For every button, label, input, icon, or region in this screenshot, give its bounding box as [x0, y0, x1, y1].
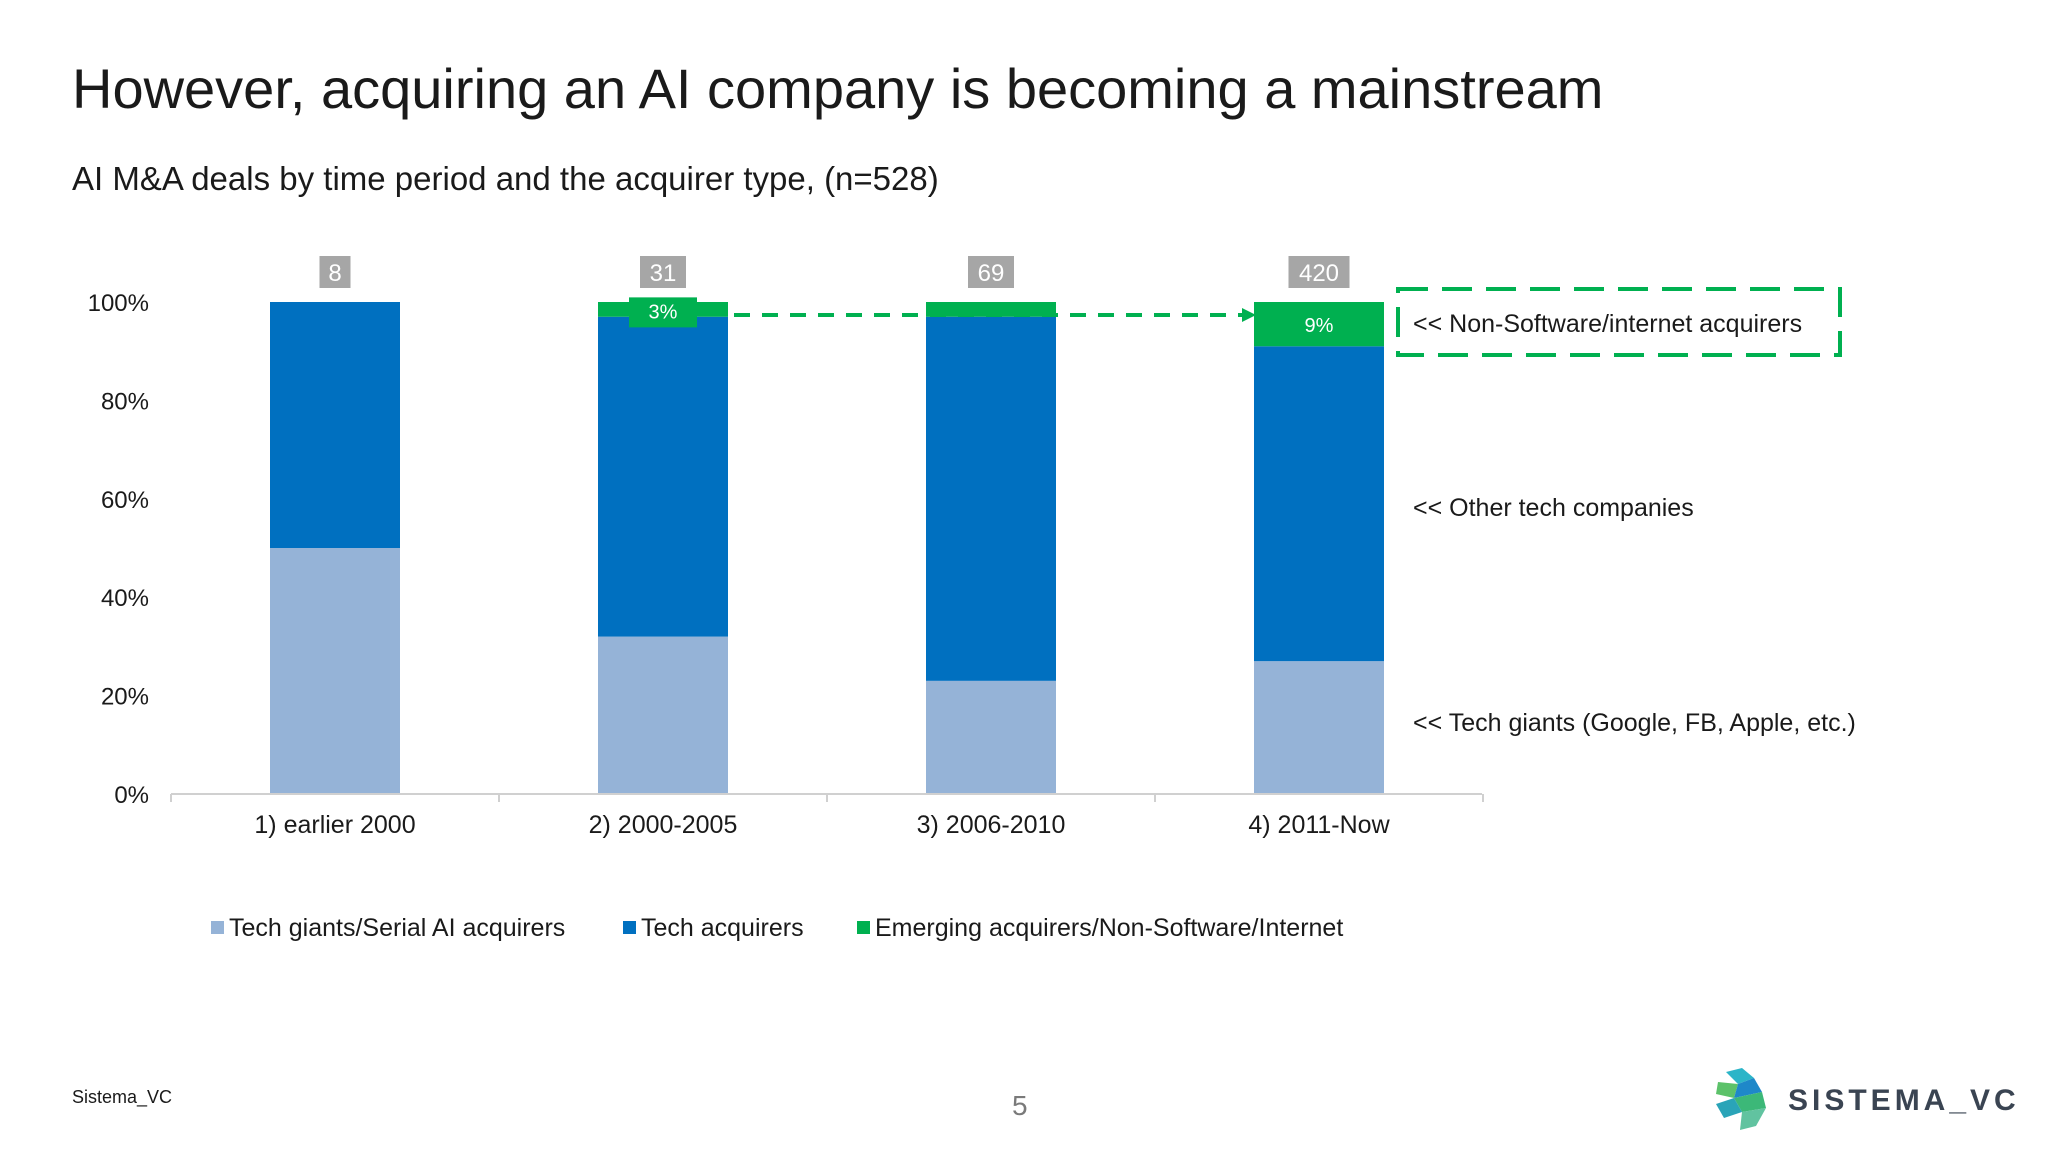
total-label: 31 — [650, 260, 677, 287]
y-tick-label: 20% — [101, 684, 149, 711]
highlight-box — [1396, 287, 1842, 357]
total-label-box — [319, 256, 351, 288]
total-label-box — [968, 256, 1014, 288]
legend-label: Emerging acquirers/Non-Software/Internet — [875, 914, 1343, 942]
annotation-tech-giants: << Tech giants (Google, FB, Apple, etc.) — [1413, 709, 1856, 737]
total-label: 420 — [1299, 260, 1339, 287]
bar-segment — [598, 316, 728, 637]
total-label-box — [640, 256, 686, 288]
logo-mark-icon — [1716, 1068, 1766, 1130]
bar-segment — [1254, 302, 1384, 347]
bar-segment — [598, 636, 728, 794]
slide-title: However, acquiring an AI company is beco… — [72, 57, 1604, 120]
page-number: 5 — [1012, 1090, 1028, 1121]
bar-segment — [1254, 661, 1384, 794]
x-tick-label: 3) 2006-2010 — [917, 811, 1066, 839]
source-label: Sistema_VC — [72, 1087, 173, 1107]
data-label-box — [629, 297, 697, 328]
total-label: 8 — [328, 260, 341, 287]
annotations: << Non-Software/internet acquirers << Oth… — [734, 287, 1856, 737]
bar-segment — [1254, 346, 1384, 662]
total-label: 69 — [978, 260, 1005, 287]
bars: 3% 9% — [270, 297, 1384, 794]
y-axis: 0% 20% 40% 60% 80% 100% — [88, 290, 149, 809]
x-axis: 1) earlier 2000 2) 2000-2005 3) 2006-2010 4… — [170, 793, 1484, 839]
x-tick-label: 2) 2000-2005 — [589, 811, 738, 839]
bar-segment — [270, 302, 400, 548]
y-tick-label: 80% — [101, 388, 149, 415]
data-label: 3% — [649, 301, 678, 323]
legend-swatch — [857, 921, 870, 934]
legend-swatch — [623, 921, 636, 934]
legend-swatch — [211, 921, 224, 934]
bar-segment — [270, 548, 400, 794]
y-tick-label: 40% — [101, 585, 149, 612]
total-label-box — [1288, 256, 1350, 288]
legend-label: Tech acquirers — [641, 914, 804, 942]
x-tick-label: 1) earlier 2000 — [254, 811, 415, 839]
x-tick-label: 4) 2011-Now — [1248, 811, 1390, 839]
annotation-other-tech: << Other tech companies — [1413, 494, 1694, 522]
logo-text: SISTEMA_VC — [1788, 1084, 2020, 1117]
sistema-vc-logo: SISTEMA_VC — [1712, 1068, 2016, 1132]
y-tick-label: 60% — [101, 487, 149, 514]
trend-arrow-head — [1242, 308, 1256, 322]
legend: Tech giants/Serial AI acquirers Tech acqu… — [211, 914, 1343, 942]
chart-subtitle: AI M&A deals by time period and the acqu… — [72, 160, 939, 197]
annotation-non-software: << Non-Software/internet acquirers — [1413, 310, 1802, 338]
bar-segment — [926, 316, 1056, 681]
total-labels: 8 31 69 420 — [319, 256, 1350, 288]
data-label: 9% — [1305, 315, 1334, 337]
y-tick-label: 100% — [88, 290, 149, 317]
legend-label: Tech giants/Serial AI acquirers — [229, 914, 565, 942]
y-tick-label: 0% — [114, 782, 149, 809]
stacked-bar-chart: 0% 20% 40% 60% 80% 100% 3% 9% 8 31 69 420 1) earl… — [88, 256, 1856, 942]
bar-segment — [926, 680, 1056, 794]
